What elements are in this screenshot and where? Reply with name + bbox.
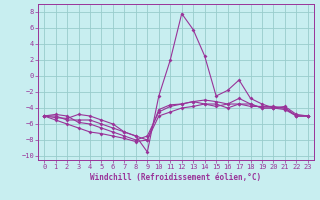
X-axis label: Windchill (Refroidissement éolien,°C): Windchill (Refroidissement éolien,°C) (91, 173, 261, 182)
